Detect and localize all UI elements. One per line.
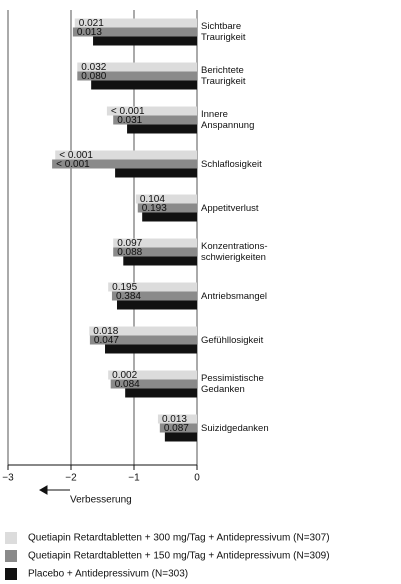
- bar: [115, 168, 197, 178]
- category-label: Berichtete Traurigkeit: [201, 65, 246, 87]
- p-value-label: 0.087: [164, 423, 189, 434]
- p-value-label: 0.032: [81, 62, 106, 73]
- arrow: [38, 485, 70, 495]
- bar: [55, 150, 197, 160]
- bar: [91, 80, 197, 90]
- x-tick-label: −2: [65, 473, 77, 484]
- p-value-label: 0.384: [116, 291, 141, 302]
- bar: [77, 71, 197, 81]
- category-label: Schlaflosigkeit: [201, 158, 262, 170]
- category-label: Appetitverlust: [201, 202, 259, 214]
- category-label: Pessimistische Gedanken: [201, 373, 264, 395]
- bar: [74, 18, 197, 28]
- x-tick-label: −3: [2, 473, 14, 484]
- category-label: Gefühllosigkeit: [201, 334, 264, 346]
- bar: [142, 212, 197, 222]
- bar: [113, 115, 197, 125]
- bar: [113, 238, 197, 248]
- p-value-label: 0.088: [117, 247, 142, 258]
- p-value-label: 0.021: [79, 18, 104, 29]
- legend-swatch: [5, 550, 17, 562]
- x-tick-label: −1: [128, 473, 140, 484]
- p-value-label: < 0.001: [59, 150, 93, 161]
- bar: [108, 282, 197, 292]
- p-value-label: 0.097: [117, 238, 142, 249]
- bar: [125, 388, 197, 398]
- legend-label: Placebo + Antidepressivum (N=303): [28, 569, 188, 580]
- bar: [164, 432, 197, 442]
- bar: [127, 124, 197, 134]
- bar: [123, 256, 197, 266]
- p-value-label: 0.031: [117, 115, 142, 126]
- bar: [93, 36, 197, 46]
- bar: [157, 414, 197, 424]
- p-value-label: 0.018: [93, 326, 118, 337]
- p-value-label: 0.084: [115, 379, 140, 390]
- bar: [110, 379, 197, 389]
- bar: [89, 326, 197, 336]
- p-value-label: 0.002: [112, 370, 137, 381]
- bar: [72, 27, 197, 37]
- p-value-label: 0.104: [140, 194, 165, 205]
- bar: [137, 203, 197, 213]
- category-label: Innere Anspannung: [201, 109, 255, 131]
- category-label: Antriebsmangel: [201, 290, 268, 302]
- p-value-label: 0.013: [162, 414, 187, 425]
- category-label: Suizidgedanken: [201, 422, 269, 434]
- bar: [111, 291, 197, 301]
- x-tick-label: 0: [194, 473, 200, 484]
- bar: [116, 300, 197, 310]
- bar: [106, 106, 197, 116]
- legend-swatch: [5, 532, 17, 544]
- p-value-label: 0.080: [81, 71, 106, 82]
- p-value-label: 0.195: [112, 282, 137, 293]
- category-label: Konzentrations- schwierigkeiten: [201, 241, 268, 263]
- bar: [89, 335, 197, 345]
- bar: [105, 344, 197, 354]
- bar: [108, 370, 197, 380]
- legend-swatch: [5, 568, 17, 580]
- bar: [135, 194, 197, 204]
- bar: [113, 247, 197, 257]
- x-axis-label: Verbesserung: [70, 495, 132, 506]
- p-value-label: 0.193: [142, 203, 167, 214]
- legend-label: Quetiapin Retardtabletten + 300 mg/Tag +…: [28, 533, 330, 544]
- p-value-label: 0.047: [94, 335, 119, 346]
- bar: [159, 423, 197, 433]
- bar: [52, 159, 197, 169]
- p-value-label: < 0.001: [56, 159, 90, 170]
- p-value-label: < 0.001: [111, 106, 145, 117]
- category-label: Sichtbare Traurigkeit: [201, 21, 246, 43]
- bar: [77, 62, 197, 72]
- p-value-label: 0.013: [77, 27, 102, 38]
- legend-label: Quetiapin Retardtabletten + 150 mg/Tag +…: [28, 551, 330, 562]
